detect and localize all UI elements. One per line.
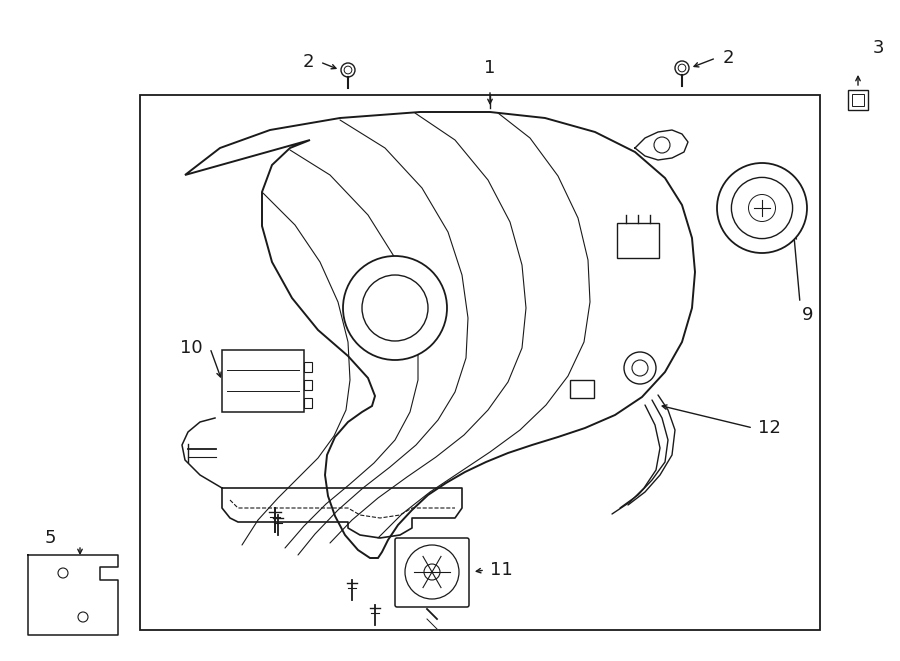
Circle shape — [343, 256, 447, 360]
Circle shape — [78, 612, 88, 622]
FancyBboxPatch shape — [304, 362, 312, 372]
Text: 6: 6 — [639, 283, 651, 301]
Text: 2: 2 — [722, 49, 734, 67]
Circle shape — [654, 137, 670, 153]
Circle shape — [717, 163, 807, 253]
Circle shape — [405, 545, 459, 599]
Circle shape — [624, 352, 656, 384]
Circle shape — [632, 360, 648, 376]
Circle shape — [424, 564, 440, 580]
FancyBboxPatch shape — [222, 350, 304, 412]
FancyBboxPatch shape — [852, 94, 864, 106]
Circle shape — [341, 63, 355, 77]
Text: 5: 5 — [44, 529, 56, 547]
Text: 4: 4 — [362, 506, 374, 524]
Circle shape — [732, 177, 793, 239]
Polygon shape — [185, 112, 695, 558]
Text: 12: 12 — [758, 419, 781, 437]
FancyBboxPatch shape — [848, 90, 868, 110]
Text: 8: 8 — [643, 339, 653, 357]
FancyBboxPatch shape — [617, 223, 659, 258]
Text: 3: 3 — [872, 39, 884, 57]
Circle shape — [58, 568, 68, 578]
FancyBboxPatch shape — [304, 398, 312, 408]
FancyBboxPatch shape — [304, 380, 312, 390]
Text: 9: 9 — [802, 306, 814, 324]
Circle shape — [675, 61, 689, 75]
Circle shape — [362, 275, 428, 341]
FancyBboxPatch shape — [570, 380, 594, 398]
Circle shape — [749, 194, 776, 221]
Circle shape — [679, 64, 686, 72]
Text: 10: 10 — [180, 339, 203, 357]
FancyBboxPatch shape — [395, 538, 469, 607]
Text: 7: 7 — [568, 339, 580, 357]
Text: 11: 11 — [490, 561, 513, 579]
Bar — [140, 95, 820, 630]
Text: 2: 2 — [302, 53, 314, 71]
Text: 1: 1 — [484, 59, 496, 77]
Circle shape — [344, 66, 352, 74]
